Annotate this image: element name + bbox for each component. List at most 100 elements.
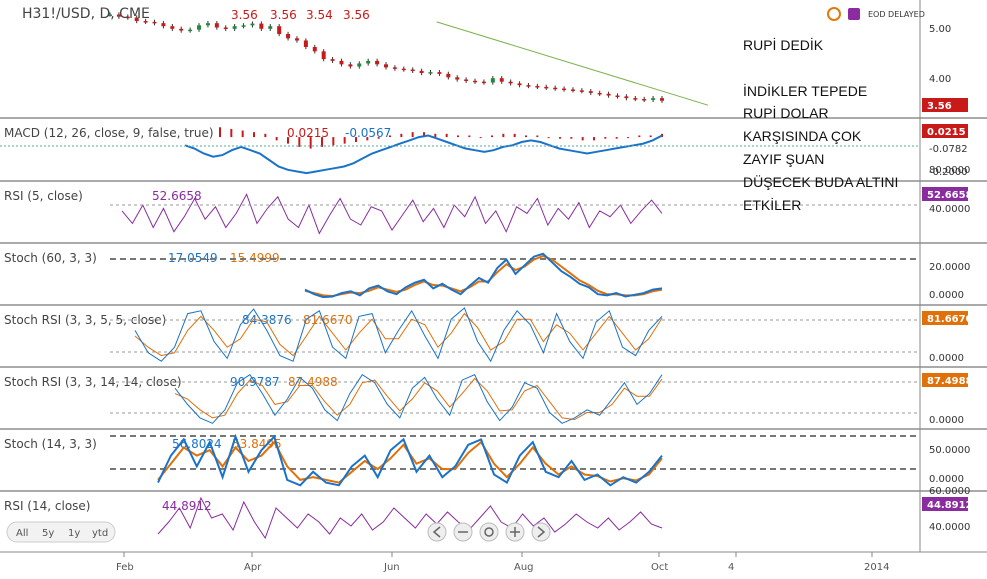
candle-body <box>232 26 237 29</box>
candle-body <box>588 91 593 93</box>
candle-body <box>517 83 522 86</box>
macd-hist-bar <box>661 133 663 138</box>
candle-body <box>481 81 486 84</box>
pane-title: Stoch (14, 3, 3) <box>4 437 97 451</box>
zoom-in-icon[interactable] <box>505 522 525 542</box>
candle-body <box>205 23 210 26</box>
candle-body <box>214 23 219 28</box>
candle-body <box>579 90 584 92</box>
candle-body <box>339 60 344 65</box>
macd-hist-bar <box>570 137 573 139</box>
candle-body <box>526 85 531 87</box>
candle-body <box>125 16 130 19</box>
ohlc-low: 3.54 <box>306 8 333 22</box>
marks-layer: Feb Apr Jun Aug Oct 4 2014 5.00 4.00 3.56 -0.0782 -… <box>0 7 973 573</box>
macd-hist-bar <box>332 137 335 146</box>
macd-hist-bar <box>468 135 471 138</box>
y-tick-label: 40.0000 <box>929 204 970 215</box>
panes-layer <box>0 0 987 553</box>
macd-hist-bar <box>241 130 244 138</box>
candle-body <box>615 95 620 98</box>
range-controls: All 5y 1y ytd <box>6 521 551 543</box>
annotation-line: KARŞISINDA ÇOK <box>743 128 862 144</box>
y-tick-label: 60.0000 <box>929 486 970 497</box>
macd-hist-bar <box>309 137 312 149</box>
macd-hist-bar <box>638 135 641 138</box>
macd-hist-bar <box>649 135 652 138</box>
stochrsi5-k-line <box>134 307 663 363</box>
macd-hist-bar <box>411 132 414 138</box>
candle-body <box>268 26 273 29</box>
text-layer: H31!/USD, D, CME 3.56 3.56 3.54 3.56 EOD… <box>22 6 925 22</box>
x-tick-label: Feb <box>116 562 134 573</box>
macd-hist-bar <box>491 135 493 138</box>
range-1y-button[interactable]: 1y <box>68 528 80 539</box>
price-badge-text: 81.6670 <box>927 314 973 325</box>
macd-hist-bar <box>298 137 301 147</box>
price-badge-text: 52.6658 <box>927 190 973 201</box>
macd-hist-bar <box>559 137 561 139</box>
price-badge <box>922 187 968 201</box>
zoom-out-icon[interactable] <box>453 522 473 542</box>
pane-value: 87.4988 <box>288 375 338 389</box>
pane-title: RSI (14, close) <box>4 499 90 513</box>
candle-body <box>330 59 335 61</box>
candle-body <box>562 88 567 91</box>
candle-body <box>277 26 282 34</box>
pane-title: RSI (5, close) <box>4 189 83 203</box>
pane-value: 0.0215 <box>287 126 329 140</box>
scroll-right-icon[interactable] <box>531 522 551 542</box>
macd-hist-bar <box>547 137 550 139</box>
candle-body <box>624 96 629 99</box>
macd-hist-bar <box>400 133 403 138</box>
scroll-left-icon[interactable] <box>427 522 447 542</box>
price-badge <box>922 98 968 112</box>
stochrsi14-k-line <box>174 374 663 424</box>
macd-line <box>184 134 663 175</box>
macd-hist-bar <box>287 137 289 144</box>
macd-hist-bar <box>604 137 607 139</box>
macd-hist-bar <box>525 135 527 138</box>
candle-body <box>419 70 424 73</box>
candle-body <box>499 78 504 82</box>
range-ytd-button[interactable]: ytd <box>92 528 108 539</box>
stoch14-k-line <box>157 433 663 487</box>
y-tick-label: 0.0000 <box>929 353 964 364</box>
candle-body <box>348 64 353 67</box>
range-5y-button[interactable]: 5y <box>42 528 54 539</box>
candle-body <box>303 40 308 47</box>
annotation-line: ETKİLER <box>743 196 801 213</box>
annotation-text: RUPİ DEDİK İNDİKLER TEPEDE RUPİ DOLAR KA… <box>743 36 898 213</box>
annotation-line: RUPİ DOLAR <box>743 104 829 121</box>
macd-hist-bar <box>321 137 323 147</box>
stoch60-d-line <box>304 255 663 298</box>
macd-hist-bar <box>377 137 380 139</box>
candle-body <box>606 93 611 96</box>
candle-body <box>428 72 433 74</box>
range-all-button[interactable]: All <box>16 528 28 539</box>
macd-hist-bar <box>264 133 267 138</box>
candle-body <box>570 89 575 91</box>
candle-body <box>366 60 371 64</box>
candle-body <box>490 78 495 83</box>
candle-body <box>134 17 139 21</box>
candle-body <box>508 81 513 84</box>
ohlc-close: 3.56 <box>343 8 370 22</box>
macd-hist-bar <box>366 137 369 141</box>
x-tick-label: Jun <box>383 562 400 573</box>
candle-body <box>321 51 326 60</box>
candle-body <box>633 98 638 100</box>
macd-hist-bar <box>423 132 425 138</box>
price-badge <box>922 311 968 325</box>
reset-icon[interactable] <box>479 522 499 542</box>
candle-body <box>152 21 157 24</box>
candle-body <box>170 26 175 29</box>
macd-hist-bar <box>513 133 516 138</box>
macd-hist-bar <box>389 135 391 138</box>
candle-body <box>401 68 406 71</box>
candle-body <box>357 63 362 67</box>
y-tick-label: 50.0000 <box>929 445 970 456</box>
x-tick-label: Oct <box>651 562 668 573</box>
macd-hist-bar <box>230 128 233 138</box>
pane-title: Stoch RSI (3, 3, 5, 5, close) <box>4 313 166 327</box>
